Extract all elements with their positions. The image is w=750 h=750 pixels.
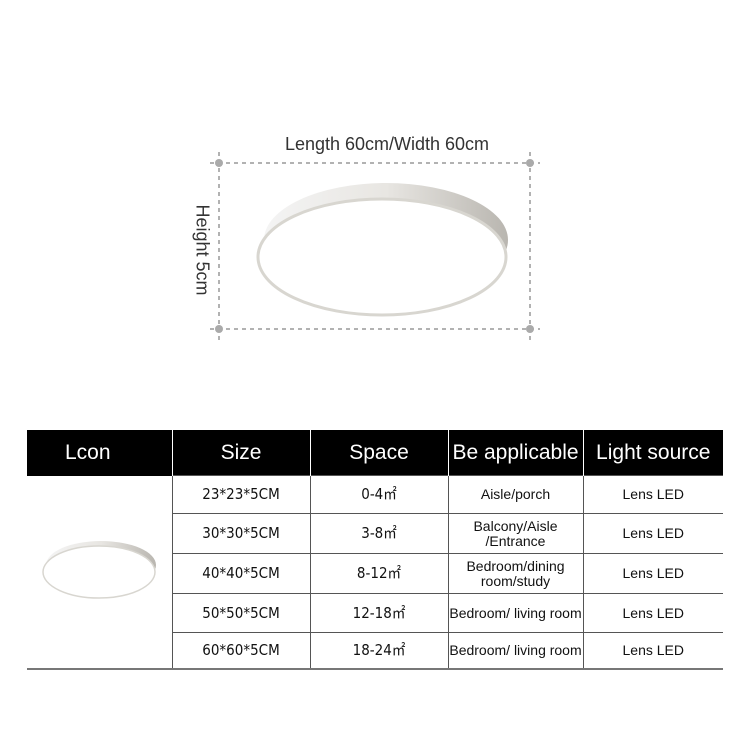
space-cell: 8-12㎡ bbox=[316, 553, 442, 594]
light-source-cell: Lens LED bbox=[582, 632, 723, 670]
size-cell: 60*60*5CM bbox=[178, 632, 304, 670]
light-source-cell: Lens LED bbox=[582, 593, 723, 633]
dimension-diagram bbox=[210, 152, 540, 340]
spec-table: Lcon Size Space Be applicable Light sour… bbox=[27, 430, 723, 670]
light-source-cell: Lens LED bbox=[582, 513, 723, 554]
applicable-cell: Bedroom/dining room/study bbox=[447, 553, 584, 594]
applicable-cell: Bedroom/ living room bbox=[447, 632, 584, 670]
length-width-label: Length 60cm/Width 60cm bbox=[284, 134, 490, 154]
header-space: Space bbox=[309, 430, 448, 476]
table-row: 50*50*5CM 12-18㎡ Bedroom/ living room Le… bbox=[27, 593, 723, 633]
table-row: 23*23*5CM 0-4㎡ Aisle/porch Lens LED bbox=[27, 475, 723, 670]
space-cell: 0-4㎡ bbox=[316, 475, 442, 514]
applicable-cell: Bedroom/ living room bbox=[447, 593, 584, 633]
ceiling-lamp-icon bbox=[42, 541, 157, 599]
space-cell: 12-18㎡ bbox=[316, 593, 442, 633]
height-label: Height 5cm bbox=[192, 204, 213, 296]
light-source-cell: Lens LED bbox=[582, 475, 723, 514]
header-light-source: Light source bbox=[582, 430, 723, 476]
header-applicable: Be applicable bbox=[447, 430, 583, 476]
lamp-icon-cell bbox=[27, 475, 172, 670]
size-cell: 23*23*5CM bbox=[178, 475, 304, 514]
size-cell: 50*50*5CM bbox=[178, 593, 304, 633]
ceiling-lamp-image bbox=[256, 183, 508, 317]
light-source-cell: Lens LED bbox=[582, 553, 723, 594]
header-size: Size bbox=[171, 430, 310, 476]
table-header: Lcon Size Space Be applicable Light sour… bbox=[27, 430, 723, 476]
applicable-cell: Balcony/Aisle /Entrance bbox=[447, 513, 584, 554]
applicable-cell: Aisle/porch bbox=[447, 475, 584, 514]
size-cell: 30*30*5CM bbox=[178, 513, 304, 554]
space-cell: 18-24㎡ bbox=[316, 632, 442, 670]
size-cell: 40*40*5CM bbox=[178, 553, 304, 594]
table-row: 40*40*5CM 8-12㎡ Bedroom/dining room/stud… bbox=[27, 553, 723, 594]
table-row: 30*30*5CM 3-8㎡ Balcony/Aisle /Entrance L… bbox=[27, 513, 723, 554]
table-row: 60*60*5CM 18-24㎡ Bedroom/ living room Le… bbox=[27, 632, 723, 670]
header-icon: Lcon bbox=[27, 430, 172, 476]
space-cell: 3-8㎡ bbox=[316, 513, 442, 554]
